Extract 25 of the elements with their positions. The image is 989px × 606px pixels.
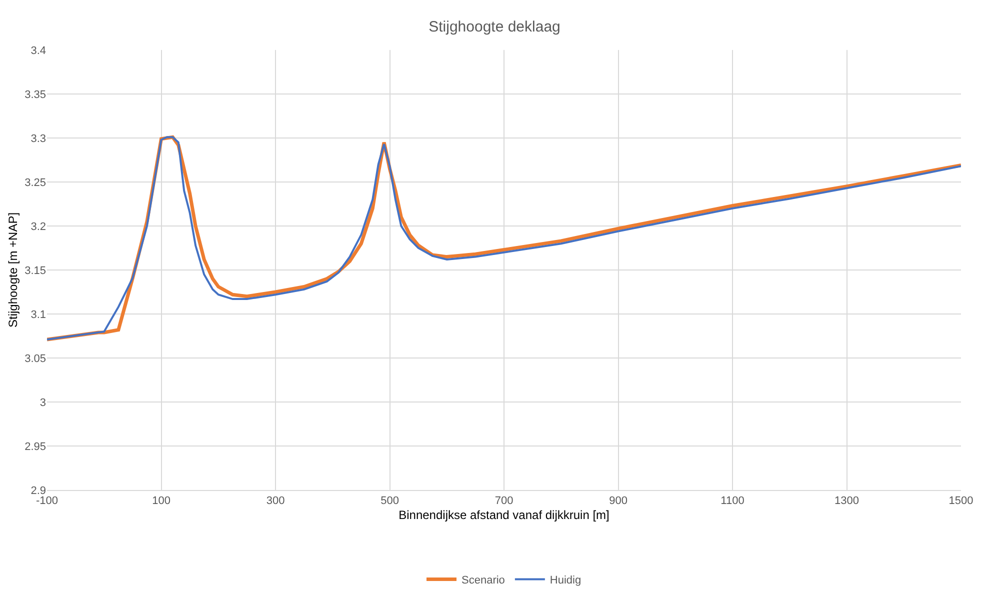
x-axis-title: Binnendijkse afstand vanaf dijkkruin [m] bbox=[398, 508, 610, 522]
y-tick-label: 3.4 bbox=[30, 44, 46, 57]
y-tick-label: 2.95 bbox=[24, 440, 46, 453]
y-tick-label: 3.15 bbox=[24, 264, 46, 277]
y-tick-label: 3.25 bbox=[24, 176, 46, 189]
legend-label: Scenario bbox=[462, 574, 505, 587]
x-tick-label: 900 bbox=[609, 495, 628, 508]
y-tick-label: 3.3 bbox=[30, 132, 46, 145]
x-tick-label: 700 bbox=[494, 495, 514, 508]
y-tick-label: 3.05 bbox=[24, 352, 46, 365]
x-tick-label: 1500 bbox=[948, 495, 974, 508]
y-tick-label: 2.9 bbox=[30, 484, 46, 497]
y-axis-title: Stijghoogte [m +NAP] bbox=[6, 212, 20, 328]
y-tick-label: 3.2 bbox=[30, 220, 46, 233]
x-tick-label: -100 bbox=[36, 495, 58, 508]
y-tick-label: 3.35 bbox=[24, 88, 46, 101]
x-tick-label: 500 bbox=[380, 495, 399, 508]
legend-label: Huidig bbox=[550, 574, 582, 587]
x-tick-label: 100 bbox=[152, 495, 170, 508]
chart-title: Stijghoogte deklaag bbox=[428, 18, 560, 36]
y-tick-label: 3 bbox=[40, 396, 46, 409]
x-tick-label: 1300 bbox=[834, 495, 859, 508]
x-tick-label: 300 bbox=[266, 495, 285, 508]
x-tick-label: 1100 bbox=[720, 495, 744, 508]
y-tick-label: 3.1 bbox=[30, 308, 46, 321]
